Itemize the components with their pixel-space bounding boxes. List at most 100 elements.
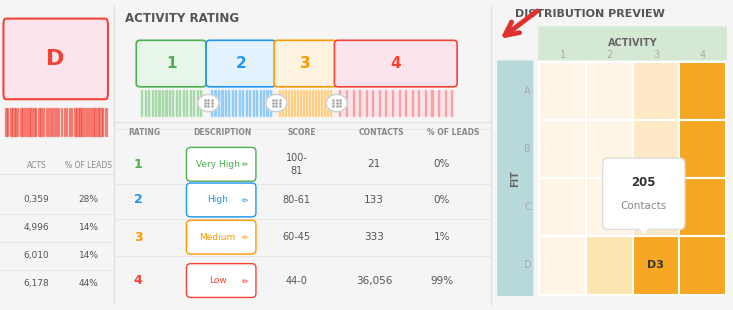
Bar [210, 90, 272, 116]
Bar [359, 90, 360, 116]
Bar [256, 90, 257, 116]
Bar [221, 90, 223, 116]
Bar [225, 90, 226, 116]
Text: 133: 133 [364, 195, 384, 205]
Bar [190, 90, 191, 116]
Bar [312, 90, 313, 116]
Bar [266, 90, 268, 116]
Bar [300, 90, 301, 116]
Text: D3: D3 [647, 260, 664, 270]
Bar [679, 178, 726, 236]
Bar [215, 90, 216, 116]
Bar [4, 108, 7, 136]
Bar [100, 108, 102, 136]
Bar [158, 90, 160, 116]
Bar [425, 90, 426, 116]
Text: 99%: 99% [430, 276, 454, 286]
Text: 28%: 28% [78, 195, 99, 205]
Text: FIT: FIT [510, 170, 520, 187]
Bar [23, 108, 24, 136]
Bar [239, 90, 240, 116]
FancyBboxPatch shape [603, 158, 685, 229]
Bar [338, 90, 453, 116]
Bar [679, 120, 726, 178]
Bar [79, 108, 81, 136]
Bar [539, 120, 586, 178]
Bar [86, 108, 88, 136]
Bar [20, 108, 22, 136]
Text: 2: 2 [606, 51, 613, 60]
Bar [45, 108, 47, 136]
Bar [392, 90, 393, 116]
Bar [633, 236, 679, 294]
Bar [28, 108, 30, 136]
Bar [372, 90, 373, 116]
Bar [539, 236, 586, 294]
Bar [249, 90, 250, 116]
Text: 2: 2 [235, 56, 246, 71]
Bar [193, 90, 194, 116]
Bar [282, 90, 283, 116]
Text: RATING: RATING [129, 128, 161, 137]
Polygon shape [638, 223, 650, 234]
Bar [176, 90, 177, 116]
Bar [74, 108, 76, 136]
FancyBboxPatch shape [136, 40, 206, 87]
Bar [324, 90, 325, 116]
Bar [12, 108, 15, 136]
Text: B: B [524, 144, 531, 154]
Bar [633, 178, 679, 236]
Text: High: High [207, 195, 228, 205]
FancyBboxPatch shape [334, 40, 457, 87]
Text: 14%: 14% [78, 223, 99, 232]
Bar [679, 236, 726, 294]
Bar [162, 90, 163, 116]
Bar [92, 108, 94, 136]
Bar [69, 108, 70, 136]
Bar [291, 90, 292, 116]
Bar [263, 90, 264, 116]
Bar [259, 90, 261, 116]
Bar [679, 62, 726, 120]
Text: 4: 4 [134, 274, 142, 287]
Text: 60-45: 60-45 [283, 232, 311, 242]
Text: 4: 4 [391, 56, 401, 71]
Bar [586, 120, 633, 178]
Text: 100-
81: 100- 81 [286, 153, 308, 175]
FancyBboxPatch shape [186, 183, 256, 217]
FancyBboxPatch shape [538, 26, 727, 60]
Bar [346, 90, 347, 116]
Bar [155, 90, 156, 116]
Bar [246, 90, 247, 116]
Bar [38, 108, 40, 136]
Text: ✏: ✏ [242, 195, 248, 205]
Bar [183, 90, 184, 116]
Bar [51, 108, 52, 136]
Text: SCORE: SCORE [287, 128, 316, 137]
Text: 333: 333 [364, 232, 384, 242]
Bar [633, 120, 679, 178]
FancyBboxPatch shape [497, 60, 534, 296]
Bar [297, 90, 298, 116]
FancyBboxPatch shape [186, 264, 256, 298]
Text: 6,178: 6,178 [23, 279, 49, 288]
Bar [54, 108, 55, 136]
Bar [270, 90, 271, 116]
Bar [64, 108, 65, 136]
Bar [144, 90, 146, 116]
Text: 205: 205 [632, 176, 656, 189]
Bar [321, 90, 323, 116]
Bar [412, 90, 413, 116]
FancyBboxPatch shape [186, 220, 256, 254]
Bar [84, 108, 86, 136]
Bar [140, 90, 202, 116]
Bar [405, 90, 406, 116]
Text: C: C [524, 202, 531, 212]
Bar [10, 108, 12, 136]
Text: 44-0: 44-0 [286, 276, 308, 286]
Bar [81, 108, 83, 136]
Circle shape [326, 94, 347, 112]
Circle shape [266, 94, 287, 112]
Bar [76, 108, 78, 136]
Bar [339, 90, 341, 116]
